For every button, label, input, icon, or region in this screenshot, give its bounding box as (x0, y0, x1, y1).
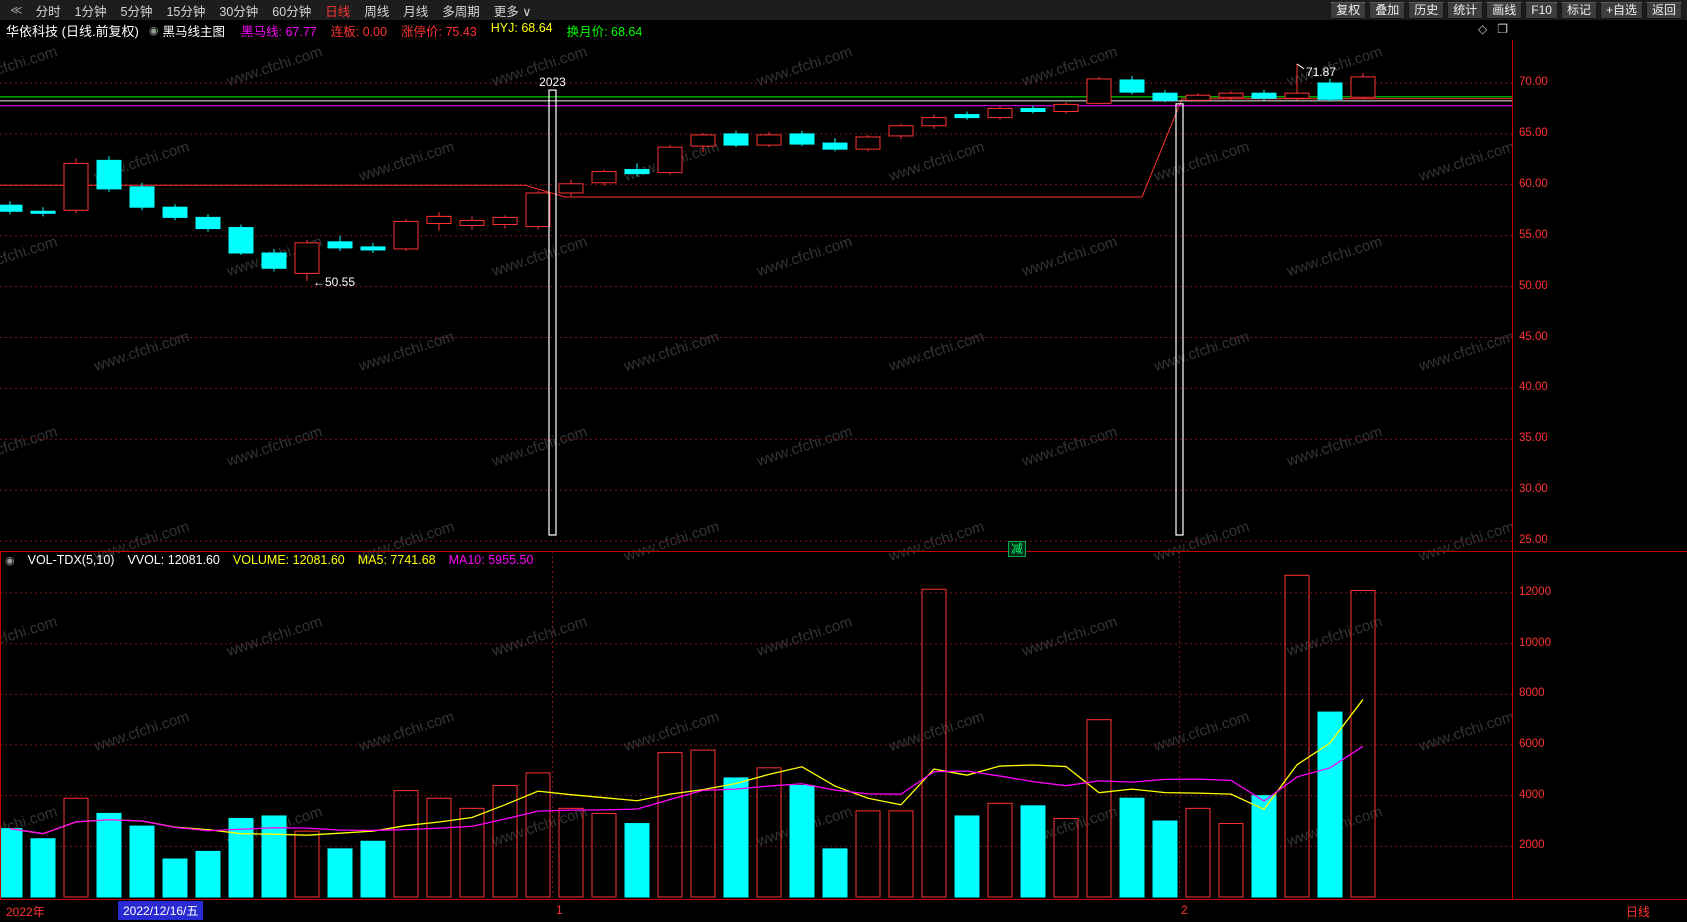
toolbar-button-9[interactable]: 返回 (1645, 1, 1682, 19)
price-axis-separator (1512, 40, 1513, 922)
window-layout-icon[interactable]: ❐ (1497, 22, 1508, 36)
annotation-leader-line (1296, 63, 1305, 70)
price-axis-label: 45.00 (1519, 330, 1548, 343)
toolbar-button-3[interactable]: 历史 (1408, 1, 1445, 19)
volume-axis-label: 4000 (1519, 788, 1545, 801)
volume-header-field-3: MA10: 5955.50 (448, 553, 534, 567)
toolbar-button-5[interactable]: 画线 (1486, 1, 1523, 19)
event-marker-rect-1 (548, 89, 557, 536)
date-tick-label: 2022年 (6, 905, 45, 919)
toolbar-actions: 复权 叠加 历史 统计 画线 F10 标记 +自选 返回 (1330, 1, 1687, 19)
volume-header-field-2: MA5: 7741.68 (357, 553, 436, 567)
price-axis-label: 65.00 (1519, 126, 1548, 139)
price-annotation-2: 71.87 (1306, 65, 1336, 79)
info-field-5: 换月价: 68.64 (566, 24, 643, 39)
tab-period-10[interactable]: 多周期 (442, 4, 480, 19)
tab-period-1[interactable]: 分时 (35, 4, 61, 19)
period-tabs: ≪ 分时 1分钟 5分钟 15分钟 30分钟 60分钟 日线 周线 月线 多周期 更多 ∨ (0, 0, 538, 22)
toolbar-button-7[interactable]: 标记 (1560, 1, 1597, 19)
tab-period-3[interactable]: 5分钟 (120, 4, 153, 19)
price-axis-label: 70.00 (1519, 76, 1548, 88)
date-axis: 日线 2022年 2022/12/16/五 1 2 (0, 900, 1687, 922)
volume-header-fields: VOLUME: 12081.60 MA5: 7741.68 MA10: 5955.5… (233, 553, 534, 567)
step-indicator-line (0, 98, 1512, 198)
main-candlestick-chart[interactable]: 2023 ←50.55 71.87 (0, 40, 1512, 551)
tab-period-8[interactable]: 周线 (364, 4, 390, 19)
event-marker-rect-2 (1175, 103, 1184, 536)
toolbar-button-4[interactable]: 统计 (1447, 1, 1484, 19)
volume-ma5-line (9, 699, 1364, 836)
info-field-3: 涨停价: 75.43 (401, 24, 477, 39)
price-axis-label: 35.00 (1519, 432, 1548, 445)
pane-divider-top (0, 551, 1687, 552)
tab-period-11[interactable]: 更多 ∨ (493, 4, 532, 19)
volume-indicator-name[interactable]: VOL-TDX(5,10) (27, 553, 115, 567)
info-field-1: 黑马线: 67.77 (241, 24, 317, 39)
candles-layer (0, 63, 1376, 282)
volume-indicator-dot-icon: ◉ (5, 554, 15, 567)
price-annotation-1: ←50.55 (313, 275, 355, 289)
reduce-event-marker: 减 (1008, 541, 1027, 557)
indicator-dot-icon: ◉ (148, 24, 159, 37)
top-toolbar: ≪ 分时 1分钟 5分钟 15分钟 30分钟 60分钟 日线 周线 月线 多周期 更多 ∨ 复权 叠加… (0, 0, 1687, 20)
tab-period-6[interactable]: 60分钟 (272, 4, 312, 19)
volume-pane-left-border (0, 551, 1, 900)
pane-divider-bottom (0, 899, 1687, 900)
price-gridlines (0, 82, 1512, 542)
tab-period-5[interactable]: 30分钟 (219, 4, 259, 19)
volume-bars-layer (0, 574, 1376, 898)
price-axis-label: 30.00 (1519, 483, 1548, 496)
date-tick-label: 2 (1181, 903, 1188, 917)
toolbar-button-6[interactable]: F10 (1525, 1, 1558, 19)
indicator-name[interactable]: 黑马线主图 (162, 24, 226, 39)
info-field-2: 连板: 0.00 (330, 24, 388, 39)
toolbar-button-8[interactable]: +自选 (1599, 1, 1643, 19)
chart-corner-icons: ◇ ❐ (1478, 22, 1508, 36)
toolbar-button-2[interactable]: 叠加 (1369, 1, 1406, 19)
date-tick-label: 1 (556, 903, 563, 917)
volume-axis-label: 6000 (1519, 738, 1545, 751)
volume-axis-label: 12000 (1519, 586, 1551, 599)
vvol-value: VVOL: 12081.60 (127, 553, 220, 567)
volume-axis-label: 10000 (1519, 636, 1551, 649)
price-axis-label: 50.00 (1519, 279, 1548, 292)
price-axis-label: 25.00 (1519, 534, 1548, 547)
diamond-icon[interactable]: ◇ (1478, 22, 1488, 36)
info-bar: 华依科技 (日线.前复权) ◉ 黑马线主图 黑马线: 67.77 连板: 0.00… (0, 20, 1687, 40)
tab-period-9[interactable]: 月线 (403, 4, 429, 19)
price-axis-label: 40.00 (1519, 381, 1548, 394)
tab-period-4[interactable]: 15分钟 (166, 4, 206, 19)
volume-header: ◉ VOL-TDX(5,10) VVOL: 12081.60 VOLUME: 1… (5, 553, 533, 567)
price-axis-label: 55.00 (1519, 228, 1548, 241)
selected-date-label: 2022/12/16/五 (118, 901, 204, 920)
price-axis-label: 60.00 (1519, 177, 1548, 190)
period-label: 日线 (1626, 905, 1651, 919)
volume-axis-label: 2000 (1519, 839, 1545, 852)
info-field-4: HYJ: 68.64 (490, 20, 553, 35)
tab-period-2[interactable]: 1分钟 (74, 4, 107, 19)
nav-collapse-icon[interactable]: ≪ (10, 3, 23, 17)
info-fields: 黑马线: 67.77 连板: 0.00 涨停价: 75.43 HYJ: 68.64 换月… (241, 21, 656, 40)
volume-header-field-1: VOLUME: 12081.60 (232, 553, 345, 567)
event-marker-label: 2023 (539, 75, 566, 89)
volume-ma10-line (9, 745, 1364, 835)
symbol-title: 华依科技 (日线.前复权) (6, 23, 139, 39)
volume-axis-label: 8000 (1519, 687, 1545, 700)
volume-chart[interactable] (0, 551, 1512, 900)
toolbar-button-1[interactable]: 复权 (1330, 1, 1367, 19)
tab-period-7[interactable]: 日线 (325, 4, 351, 19)
